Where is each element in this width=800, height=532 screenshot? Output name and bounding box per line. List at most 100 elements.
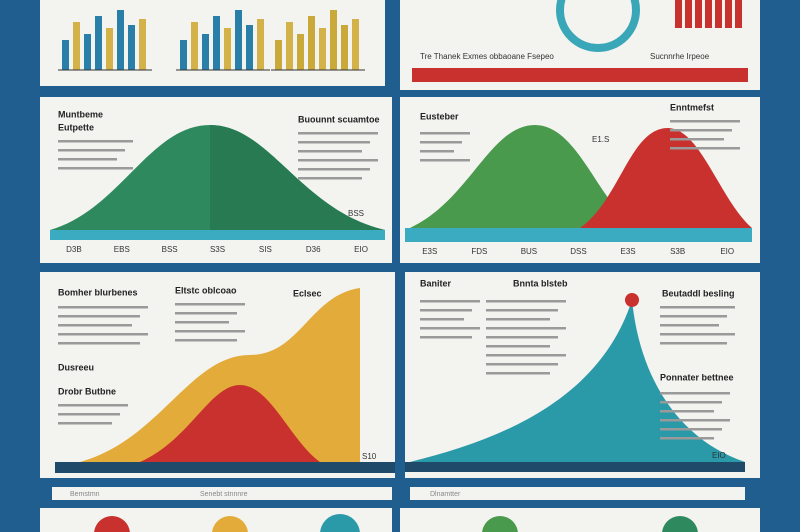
text-line xyxy=(58,342,140,345)
axis-label: D3B xyxy=(66,245,82,254)
curve xyxy=(80,288,360,462)
text-line xyxy=(660,410,714,413)
axis-label: D36 xyxy=(306,245,321,254)
axis-label: EIO xyxy=(354,245,368,254)
decor-bars xyxy=(58,0,742,71)
title: Bomher blurbenes xyxy=(58,287,138,297)
text-line xyxy=(175,330,245,333)
label: Beutaddl besling xyxy=(662,288,735,298)
text-line xyxy=(670,129,732,132)
title: Baniter xyxy=(420,278,452,288)
banner xyxy=(412,68,748,82)
text-line xyxy=(486,363,558,366)
text-line xyxy=(420,132,470,135)
text-line xyxy=(670,120,740,123)
decor-bar xyxy=(84,34,91,70)
base-bar xyxy=(55,462,395,473)
curve xyxy=(410,125,640,228)
decor-bar xyxy=(246,25,253,70)
text-line xyxy=(58,324,132,327)
curve xyxy=(580,128,752,228)
decor-bar xyxy=(725,0,732,28)
ring xyxy=(94,516,130,532)
text-line xyxy=(58,422,112,425)
text-line xyxy=(298,168,370,171)
base-bar xyxy=(405,462,745,472)
subtitle: Dusreeu xyxy=(58,362,94,372)
footer-text: Dlnamtter xyxy=(430,491,461,498)
decor-bar xyxy=(685,0,692,28)
text-line xyxy=(670,147,740,150)
text-line xyxy=(486,309,558,312)
title: Eusteber xyxy=(420,111,459,121)
axis-label: E3S xyxy=(621,247,636,256)
footer-text: Senebt stnnnre xyxy=(200,491,248,498)
axis-label: DSS xyxy=(570,247,586,256)
text-line xyxy=(660,401,722,404)
text-line xyxy=(298,132,378,135)
decor-bar xyxy=(213,16,220,70)
axes: D3B EBS BSS S3S SIS D36 EIO E3S FDS BUS DSS E3S S3B E… xyxy=(66,245,734,256)
badge: Eclsec xyxy=(293,288,322,298)
text-line xyxy=(486,327,566,330)
footer-strip xyxy=(410,487,745,500)
ring xyxy=(212,516,248,532)
decor-bar xyxy=(715,0,722,28)
text-line xyxy=(486,336,558,339)
footer-text: Bemstmn xyxy=(70,491,100,498)
axis-label: BSS xyxy=(162,245,178,254)
decor-bar xyxy=(180,40,187,70)
text-line xyxy=(670,138,724,141)
text-line xyxy=(660,342,727,345)
text-line xyxy=(486,318,550,321)
decor-bar xyxy=(62,40,69,70)
text-line xyxy=(58,315,140,318)
text-line xyxy=(420,159,470,162)
decor-bar xyxy=(675,0,682,28)
decor-bar xyxy=(330,10,337,70)
text-line xyxy=(58,158,117,161)
decor-bar xyxy=(308,16,315,70)
subtitle: Eutpette xyxy=(58,122,94,132)
text-line xyxy=(298,159,378,162)
footer-strip xyxy=(52,487,392,500)
decor-bar xyxy=(352,19,359,70)
text-line xyxy=(58,149,125,152)
decor-bar xyxy=(275,40,282,70)
text-line xyxy=(298,150,362,153)
text-line xyxy=(486,354,566,357)
note: E1.S xyxy=(592,135,609,144)
text-line xyxy=(420,327,480,330)
text-line xyxy=(660,419,730,422)
axis-label: E3S xyxy=(422,247,437,256)
strip xyxy=(405,228,752,242)
text-line xyxy=(486,300,566,303)
axis-label: S3S xyxy=(210,245,225,254)
text-line xyxy=(420,150,454,153)
decor-bar xyxy=(128,25,135,70)
text-line xyxy=(58,413,120,416)
text-line xyxy=(420,141,462,144)
decor-bar xyxy=(286,22,293,70)
text-line xyxy=(58,140,133,143)
decor-bar xyxy=(117,10,124,70)
text-line xyxy=(58,404,128,407)
curve-shade xyxy=(210,125,385,230)
text-line xyxy=(420,300,480,303)
text-line xyxy=(58,333,148,336)
decor-bar xyxy=(735,0,742,28)
heading: Buounnt scuamtoe xyxy=(298,114,380,124)
caption: Sucnnrhe Irpeoe xyxy=(650,52,710,61)
ring xyxy=(556,0,640,52)
decor-bar xyxy=(297,34,304,70)
decor-bar xyxy=(319,28,326,70)
axis-label: FDS xyxy=(471,247,487,256)
text-line xyxy=(58,167,133,170)
text-line xyxy=(175,339,237,342)
decor-bar xyxy=(235,10,242,70)
text-line xyxy=(175,321,229,324)
decor-bar xyxy=(73,22,80,70)
axis-label: S3B xyxy=(670,247,685,256)
decor-bar xyxy=(106,28,113,70)
